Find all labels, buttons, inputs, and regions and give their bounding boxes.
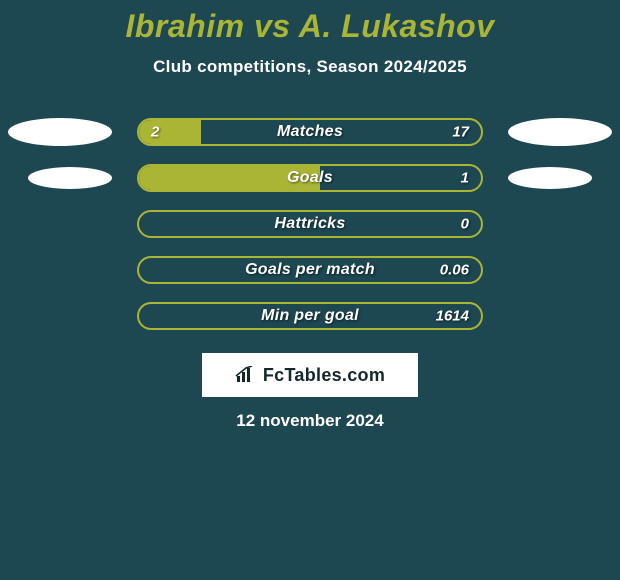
player-right-badge bbox=[508, 167, 592, 189]
brand-text: FcTables.com bbox=[235, 365, 385, 386]
player-left-badge bbox=[28, 167, 112, 189]
bar-track: Goals 1 bbox=[137, 164, 483, 192]
bar-track: Goals per match 0.06 bbox=[137, 256, 483, 284]
bar-track: Min per goal 1614 bbox=[137, 302, 483, 330]
bar-label: Hattricks bbox=[139, 215, 481, 233]
player-right-badge bbox=[508, 118, 612, 146]
date-text: 12 november 2024 bbox=[0, 411, 620, 431]
brand-label: FcTables.com bbox=[263, 365, 385, 386]
bar-label: Matches bbox=[139, 123, 481, 141]
stat-row-hattricks: Hattricks 0 bbox=[0, 201, 620, 247]
player-left-badge bbox=[8, 118, 112, 146]
bar-label: Goals bbox=[139, 169, 481, 187]
bar-chart-icon bbox=[235, 366, 257, 384]
bar-track: Hattricks 0 bbox=[137, 210, 483, 238]
bar-value-right: 1614 bbox=[436, 308, 469, 325]
bar-value-right: 1 bbox=[461, 170, 469, 187]
comparison-subtitle: Club competitions, Season 2024/2025 bbox=[0, 57, 620, 77]
stat-row-matches: 2 Matches 17 bbox=[0, 109, 620, 155]
stat-row-min-per-goal: Min per goal 1614 bbox=[0, 293, 620, 339]
stat-rows: 2 Matches 17 Goals 1 Hattricks 0 bbox=[0, 109, 620, 339]
brand-box: FcTables.com bbox=[202, 353, 418, 397]
bar-value-right: 0 bbox=[461, 216, 469, 233]
stat-row-goals: Goals 1 bbox=[0, 155, 620, 201]
comparison-title: Ibrahim vs A. Lukashov bbox=[0, 0, 620, 45]
bar-track: 2 Matches 17 bbox=[137, 118, 483, 146]
bar-value-right: 17 bbox=[452, 124, 469, 141]
bar-label: Min per goal bbox=[139, 307, 481, 325]
stat-row-goals-per-match: Goals per match 0.06 bbox=[0, 247, 620, 293]
bar-value-right: 0.06 bbox=[440, 262, 469, 279]
bar-label: Goals per match bbox=[139, 261, 481, 279]
